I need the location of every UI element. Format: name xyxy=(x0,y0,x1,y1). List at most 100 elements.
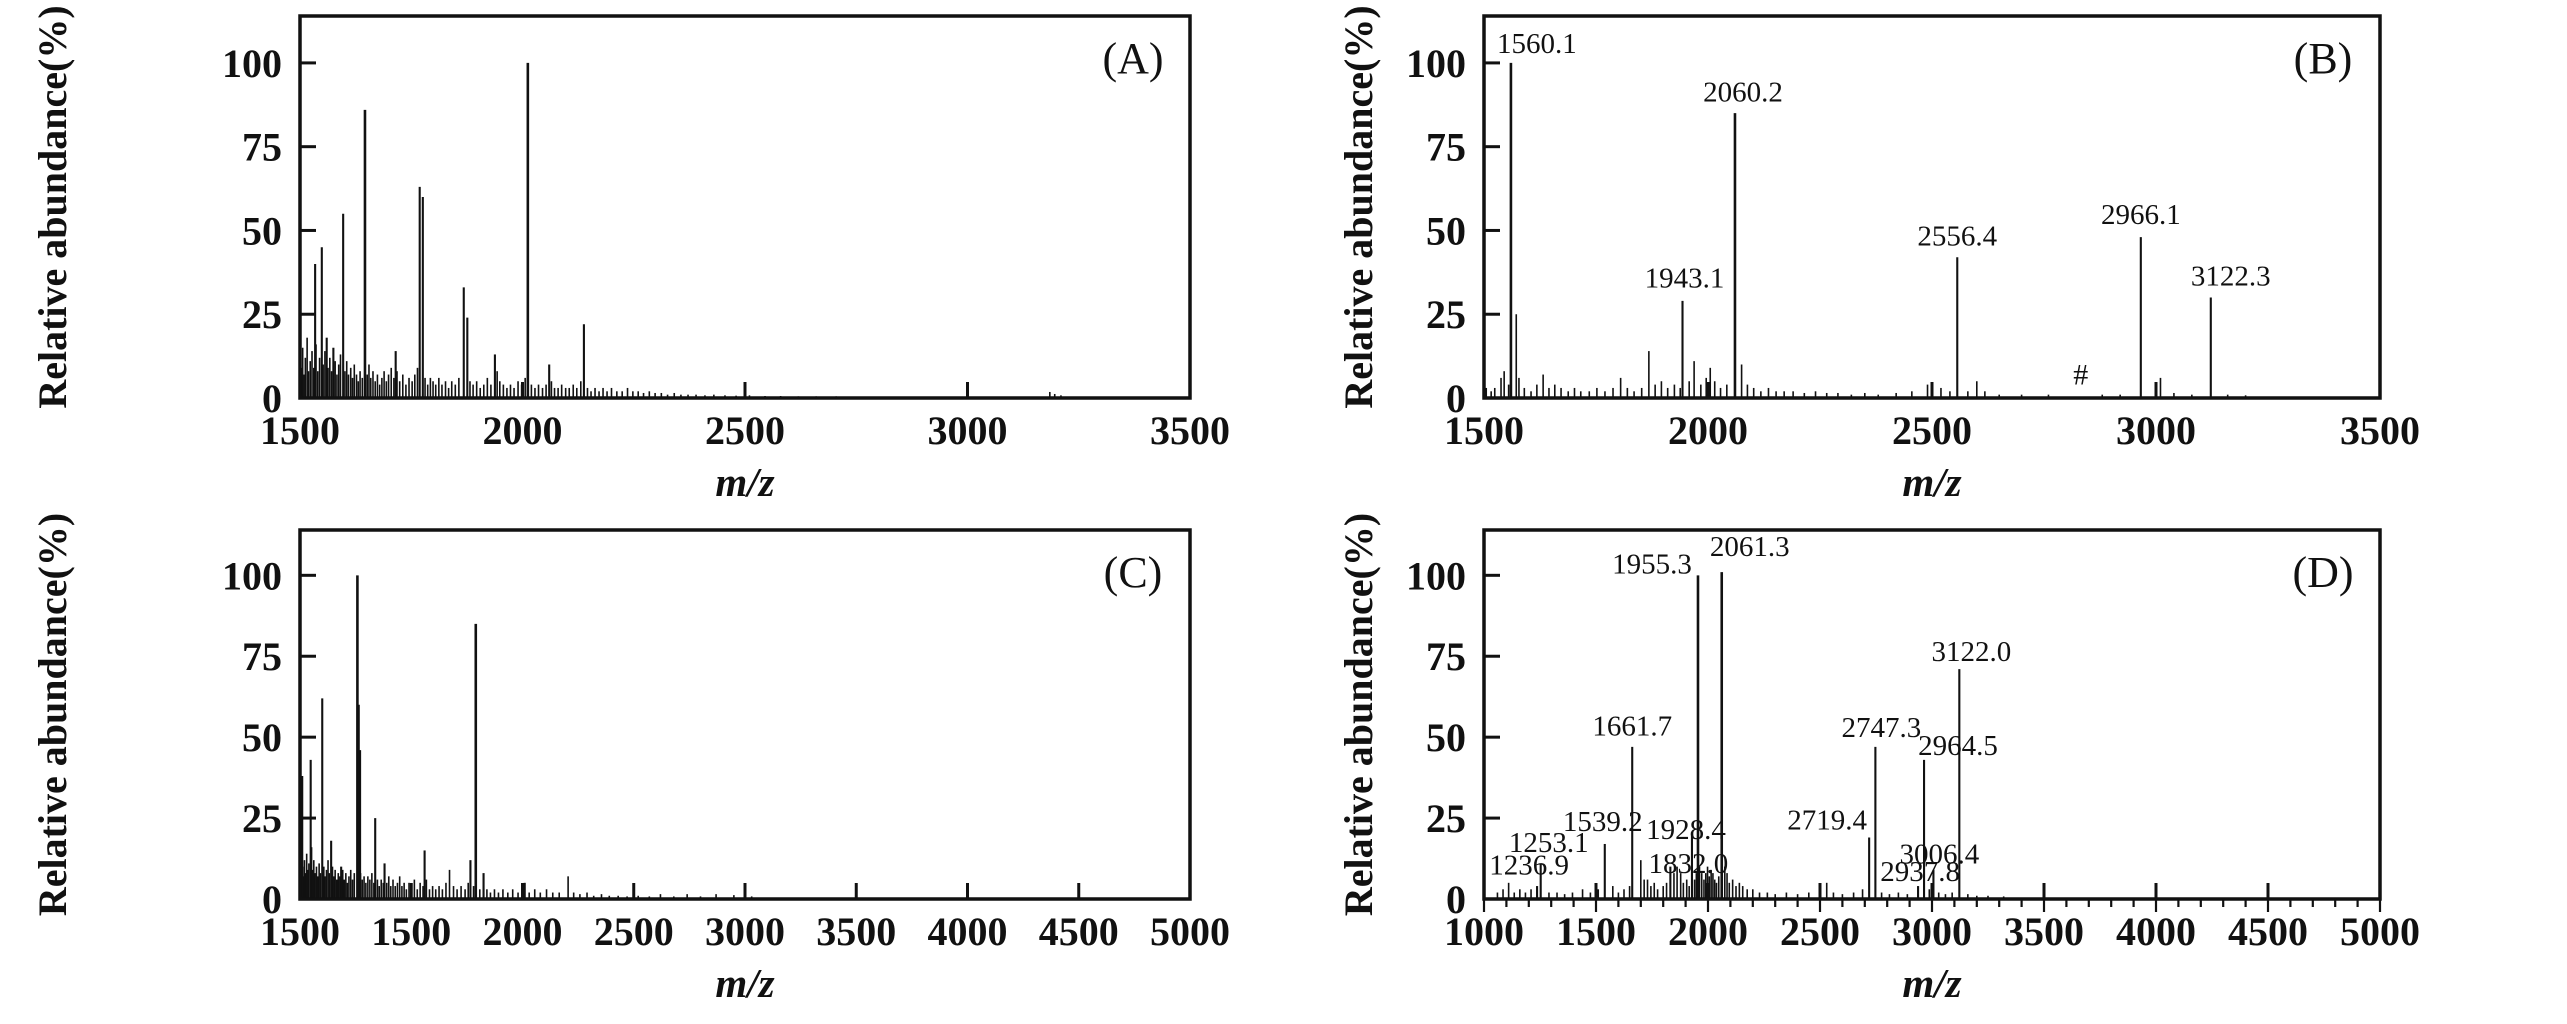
y-tick-label: 25 xyxy=(1426,292,1466,337)
panel-letter: (D) xyxy=(2292,548,2353,597)
y-tick-label: 0 xyxy=(1446,376,1466,421)
y-tick-label: 50 xyxy=(1426,208,1466,253)
x-tick-label: 1500 xyxy=(260,909,340,954)
y-tick-label: 75 xyxy=(242,634,282,679)
y-tick-label: 25 xyxy=(242,292,282,337)
x-tick-label: 5000 xyxy=(2340,909,2420,954)
y-axis-title: Relative abundance(%) xyxy=(30,513,75,916)
y-tick-label: 0 xyxy=(262,376,282,421)
y-tick-label: 75 xyxy=(242,125,282,170)
peak-value-label: 3006.4 xyxy=(1900,838,1980,870)
peak-value-label: 2556.4 xyxy=(1917,221,1997,253)
x-tick-label: 2000 xyxy=(1668,408,1748,453)
peak-value-label: 2966.1 xyxy=(2101,199,2181,231)
axis-box xyxy=(298,14,1192,400)
y-tick-label: 100 xyxy=(222,41,282,86)
y-tick-label: 100 xyxy=(1406,41,1466,86)
peak-value-label: 1661.7 xyxy=(1592,711,1672,743)
panel-B: 1560.1 1943.1 2060.2 2556.4 2966.1 3122.3 #150… xyxy=(1336,5,2420,505)
y-axis-title: Relative abundance(%) xyxy=(1336,513,1381,916)
x-tick-label: 3000 xyxy=(705,909,785,954)
axis-box xyxy=(1482,14,2382,400)
y-tick-label: 50 xyxy=(242,715,282,760)
y-tick-label: 25 xyxy=(242,796,282,841)
y-axis-title: Relative abundance(%) xyxy=(1336,5,1381,408)
panel-letter: (C) xyxy=(1104,548,1163,597)
panel-A: 1500 2000 2500 3000 3500 0 25 50 75 100 m/z Relativ… xyxy=(30,5,1230,505)
peak-value-label: 1253.1 xyxy=(1509,827,1589,859)
x-tick-label: 2000 xyxy=(1668,909,1748,954)
peak-value-label: 3122.0 xyxy=(1931,636,2011,668)
x-tick-label: 3000 xyxy=(928,408,1008,453)
peak-value-label: 1539.2 xyxy=(1563,806,1643,838)
peak-value-label: 1928.4 xyxy=(1646,814,1726,846)
peak-value-label: 2060.2 xyxy=(1703,76,1783,108)
x-tick-label: 4500 xyxy=(2228,909,2308,954)
peak-value-label: 1943.1 xyxy=(1645,262,1725,294)
y-tick-label: 100 xyxy=(222,553,282,598)
x-tick-label: 1000 xyxy=(1444,909,1524,954)
y-tick-label: 0 xyxy=(1446,877,1466,922)
y-axis-title: Relative abundance(%) xyxy=(30,5,75,408)
y-axis-ticks xyxy=(1484,61,1500,400)
x-tick-label: 4500 xyxy=(1039,909,1119,954)
x-tick-label: 2000 xyxy=(483,408,563,453)
y-axis-ticks xyxy=(300,573,316,901)
x-tick-label: 1500 xyxy=(371,909,451,954)
spectrum-B xyxy=(1485,62,2247,398)
y-tick-label: 100 xyxy=(1406,553,1466,598)
y-tick-label: 75 xyxy=(1426,125,1466,170)
x-tick-label: 3500 xyxy=(2340,408,2420,453)
x-tick-label: 2500 xyxy=(705,408,785,453)
spectrum-A xyxy=(301,62,1062,398)
x-axis-title: m/z xyxy=(715,960,774,1006)
x-tick-label: 1500 xyxy=(260,408,340,453)
x-tick-label: 3500 xyxy=(1150,408,1230,453)
peak-value-label: 1832.0 xyxy=(1648,848,1728,880)
y-tick-label: 75 xyxy=(1426,634,1466,679)
y-axis-ticks xyxy=(1484,573,1500,901)
axis-box xyxy=(298,528,1192,901)
panel-letter: (B) xyxy=(2294,34,2353,83)
y-tick-label: 25 xyxy=(1426,796,1466,841)
peak-value-label: 1560.1 xyxy=(1497,28,1577,60)
x-tick-label: 5000 xyxy=(1150,909,1230,954)
x-axis-title: m/z xyxy=(1902,459,1961,505)
x-tick-label: 4000 xyxy=(2116,909,2196,954)
x-axis-title: m/z xyxy=(715,459,774,505)
x-axis-ticks xyxy=(1482,382,2382,398)
hash-annotation: # xyxy=(2073,359,2088,392)
spectrum-C xyxy=(301,575,753,899)
peak-value-label: 1236.9 xyxy=(1489,850,1569,882)
y-axis-ticks xyxy=(300,61,316,400)
peak-value-label: 2964.5 xyxy=(1918,730,1998,762)
y-tick-label: 50 xyxy=(242,208,282,253)
x-tick-label: 1500 xyxy=(1556,909,1636,954)
x-tick-label: 3500 xyxy=(816,909,896,954)
x-tick-label: 1500 xyxy=(1444,408,1524,453)
peak-value-label: 2937.8 xyxy=(1880,856,1960,888)
peak-value-label: 2747.3 xyxy=(1842,712,1922,744)
peak-value-label: 2719.4 xyxy=(1787,804,1867,836)
spectrum-D xyxy=(1496,572,2005,899)
x-tick-label: 3500 xyxy=(2004,909,2084,954)
peak-value-label: 3122.3 xyxy=(2191,261,2271,293)
x-axis-ticks xyxy=(1482,883,2382,912)
x-axis-title: m/z xyxy=(1902,960,1961,1006)
x-axis-ticks xyxy=(298,382,1192,398)
x-axis-ticks xyxy=(298,883,1192,899)
x-tick-label: 3000 xyxy=(2116,408,2196,453)
x-tick-label: 2500 xyxy=(1892,408,1972,453)
x-tick-label: 3000 xyxy=(1892,909,1972,954)
panel-letter: (A) xyxy=(1102,34,1163,83)
peak-value-label: 1955.3 xyxy=(1612,549,1692,581)
x-tick-label: 4000 xyxy=(928,909,1008,954)
x-tick-label: 2000 xyxy=(483,909,563,954)
peak-value-label: 2061.3 xyxy=(1710,531,1790,563)
panel-C: 1500 1500 2000 2500 3000 3500 4000 4500 5000 0 25 5… xyxy=(30,513,1230,1006)
y-tick-label: 50 xyxy=(1426,715,1466,760)
x-tick-label: 2500 xyxy=(594,909,674,954)
x-tick-label: 2500 xyxy=(1780,909,1860,954)
